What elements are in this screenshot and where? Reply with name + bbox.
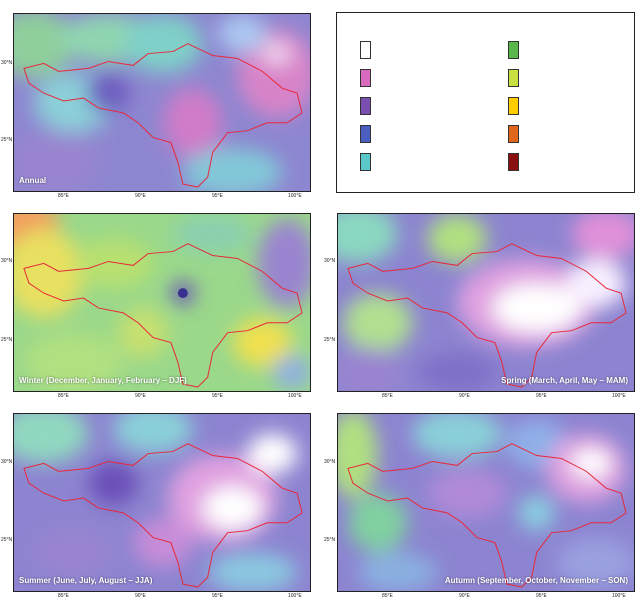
- legend-swatch: [360, 125, 371, 143]
- map-panel-annual: Annual: [13, 13, 311, 192]
- lat-tick: 25°N: [324, 337, 336, 343]
- lon-tick: 90°E: [459, 393, 470, 399]
- lon-tick: 90°E: [135, 193, 146, 199]
- legend-swatch: [508, 69, 519, 87]
- lon-tick: 100°E: [612, 593, 626, 599]
- panel-title: Autumn (September, October, November – S…: [444, 576, 628, 585]
- lon-tick: 100°E: [288, 193, 302, 199]
- lat-tick: 25°N: [1, 337, 13, 343]
- legend: [336, 12, 635, 193]
- lat-tick: 30°N: [324, 459, 336, 465]
- legend-swatch: [508, 153, 519, 171]
- map-panel-autumn: Autumn (September, October, November – S…: [337, 413, 635, 592]
- legend-swatch: [360, 97, 371, 115]
- legend-swatch: [508, 41, 519, 59]
- lat-tick: 30°N: [1, 459, 13, 465]
- basin-boundary: [347, 443, 627, 588]
- annual-map: [14, 14, 310, 191]
- basin-boundary: [347, 243, 627, 388]
- spring-map: [338, 214, 634, 391]
- legend-swatch: [508, 97, 519, 115]
- panel-title: Winter (December, January, February – DJ…: [19, 376, 187, 385]
- lon-tick: 90°E: [135, 593, 146, 599]
- basin-boundary: [23, 43, 303, 188]
- legend-swatch: [360, 69, 371, 87]
- winter-map: [14, 214, 310, 391]
- lat-tick: 30°N: [1, 60, 13, 66]
- basin-boundary: [23, 443, 303, 588]
- panel-title: Annual: [19, 176, 47, 185]
- lon-tick: 100°E: [288, 393, 302, 399]
- lon-tick: 85°E: [58, 193, 69, 199]
- lon-tick: 95°E: [212, 593, 223, 599]
- panel-title: Summer (June, July, August – JJA): [19, 576, 153, 585]
- lat-tick: 30°N: [324, 258, 336, 264]
- lon-tick: 90°E: [459, 593, 470, 599]
- autumn-map: [338, 414, 634, 591]
- lon-tick: 95°E: [212, 193, 223, 199]
- lon-tick: 95°E: [212, 393, 223, 399]
- lon-tick: 90°E: [135, 393, 146, 399]
- map-panel-summer: Summer (June, July, August – JJA): [13, 413, 311, 592]
- legend-swatch: [360, 41, 371, 59]
- map-panel-winter: Winter (December, January, February – DJ…: [13, 213, 311, 392]
- summer-map: [14, 414, 310, 591]
- lon-tick: 85°E: [382, 393, 393, 399]
- lon-tick: 95°E: [536, 593, 547, 599]
- legend-swatch: [508, 125, 519, 143]
- panel-title: Spring (March, April, May – MAM): [501, 376, 628, 385]
- lat-tick: 25°N: [1, 537, 13, 543]
- lon-tick: 85°E: [58, 393, 69, 399]
- map-panel-spring: Spring (March, April, May – MAM): [337, 213, 635, 392]
- lat-tick: 25°N: [1, 137, 13, 143]
- lon-tick: 95°E: [536, 393, 547, 399]
- lon-tick: 85°E: [58, 593, 69, 599]
- lat-tick: 30°N: [1, 258, 13, 264]
- lon-tick: 100°E: [612, 393, 626, 399]
- lon-tick: 85°E: [382, 593, 393, 599]
- lon-tick: 100°E: [288, 593, 302, 599]
- basin-boundary: [23, 243, 303, 388]
- lat-tick: 25°N: [324, 537, 336, 543]
- legend-swatch: [360, 153, 371, 171]
